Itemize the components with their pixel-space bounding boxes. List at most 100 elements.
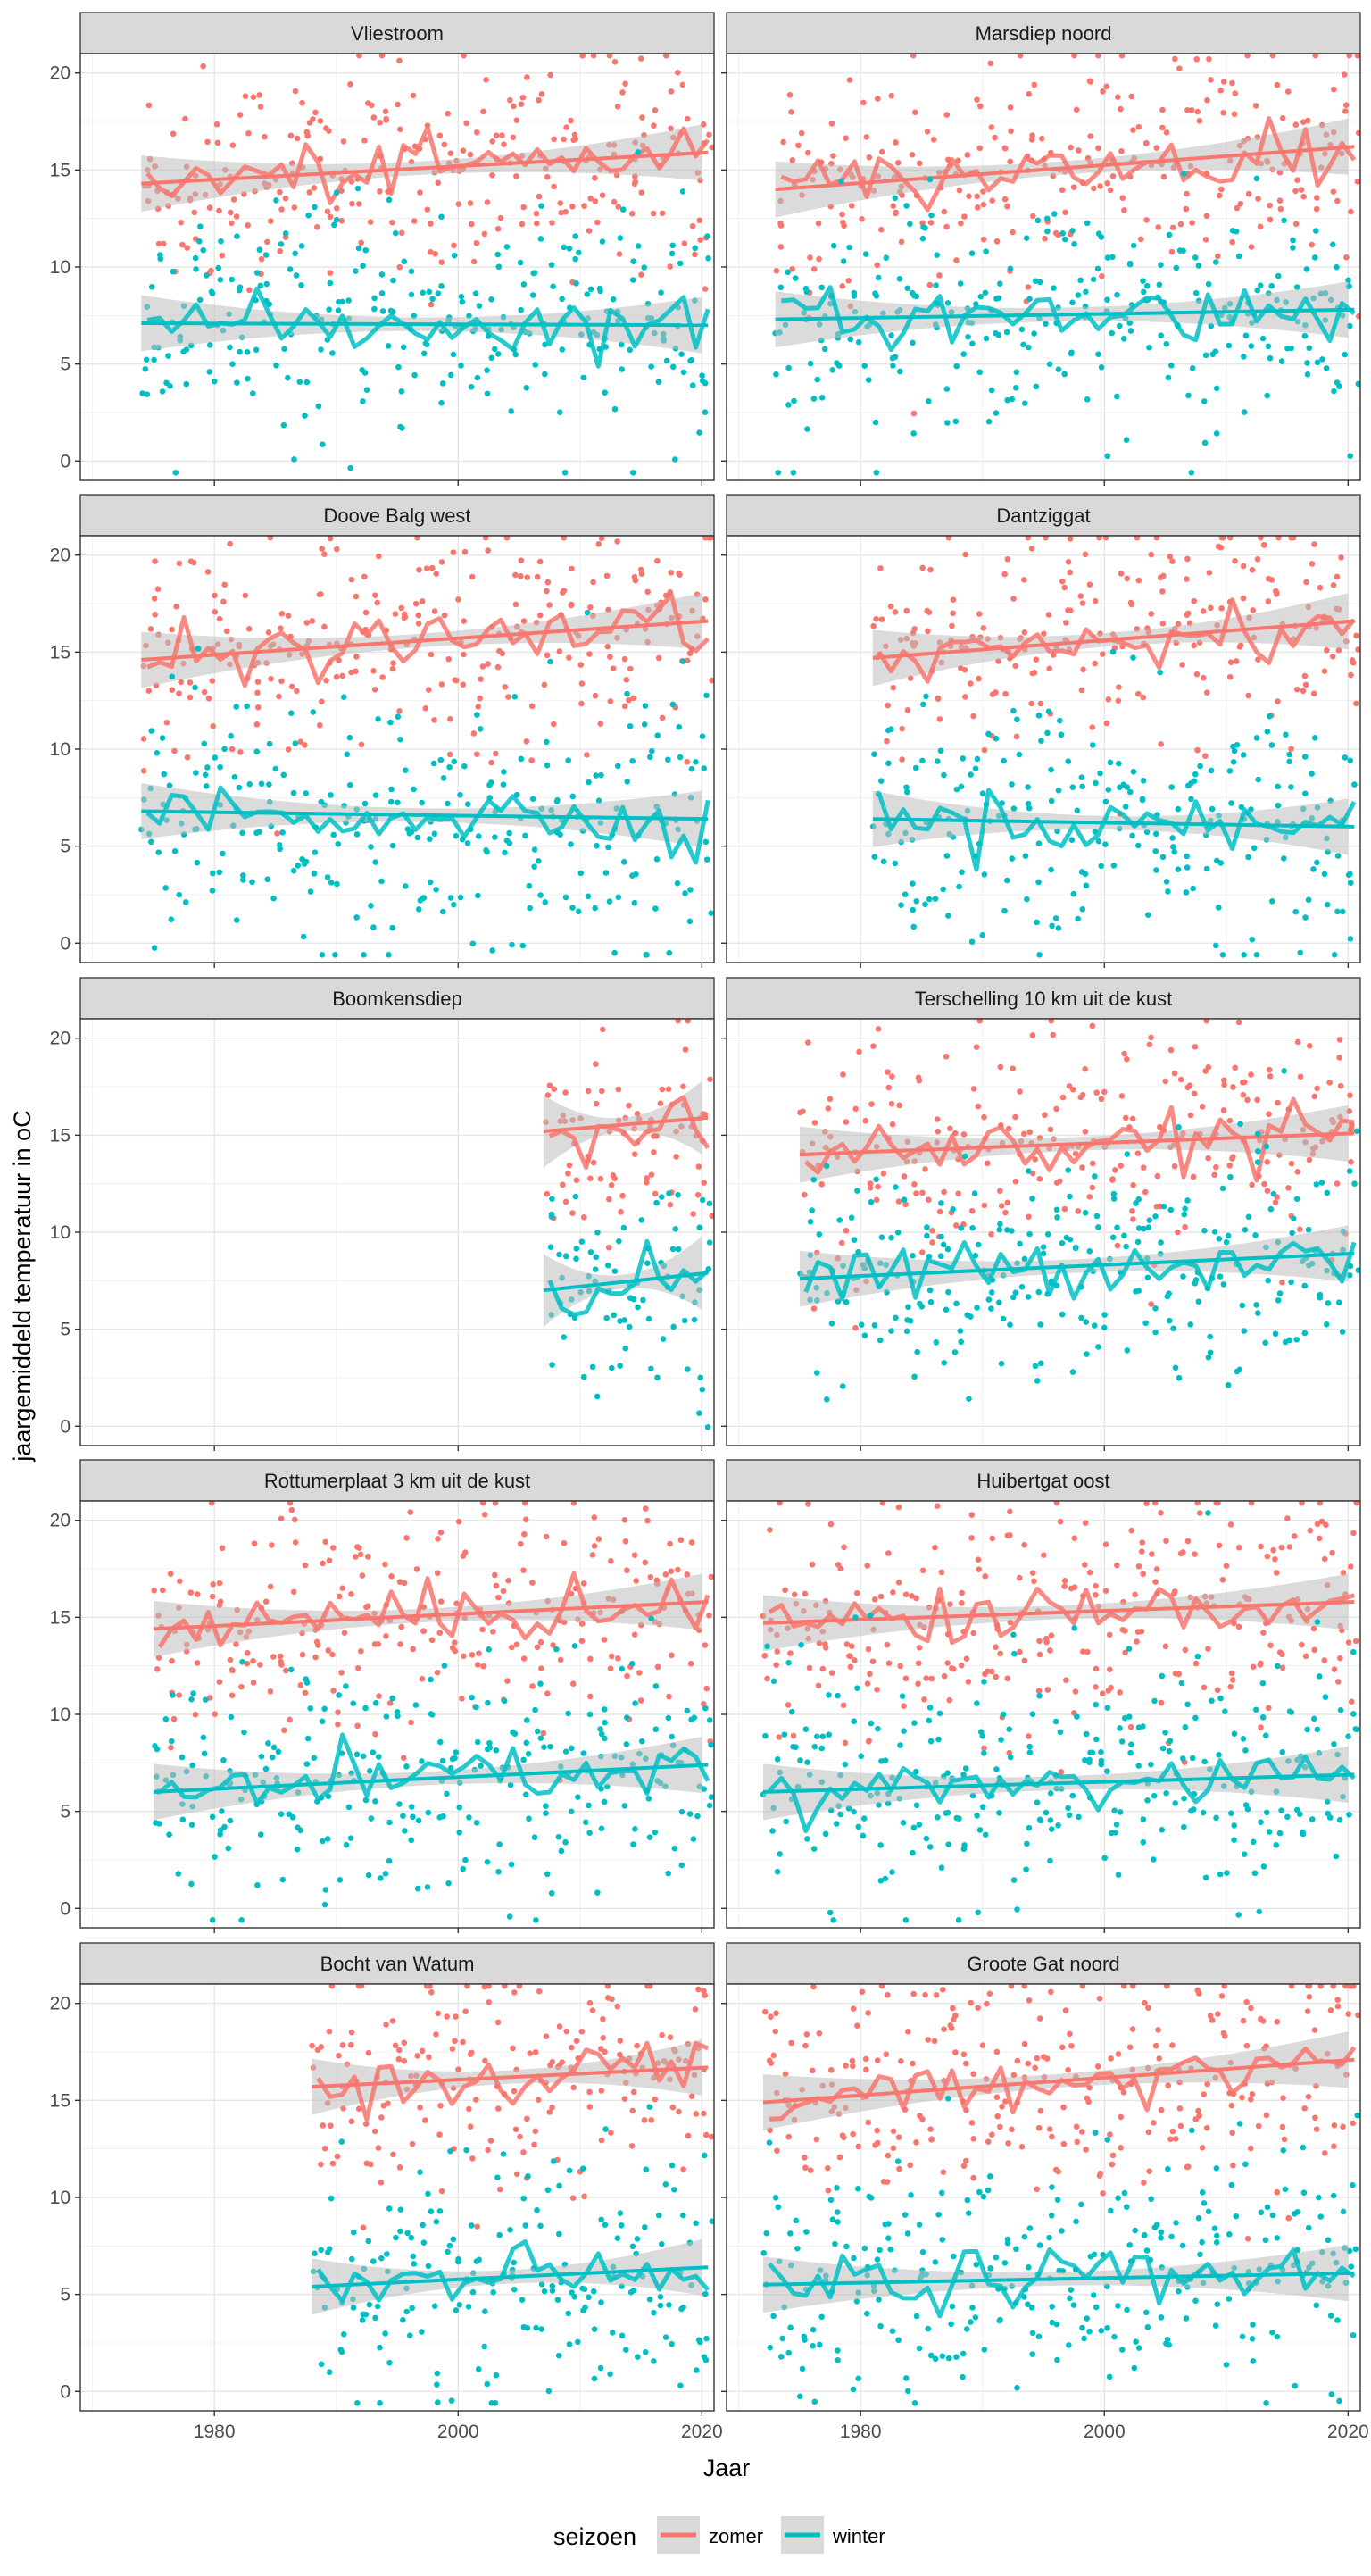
- data-point-zomer: [1192, 1091, 1198, 1097]
- data-point-zomer: [278, 1654, 284, 1660]
- data-point-winter: [1079, 783, 1085, 789]
- data-point-zomer: [1026, 1130, 1033, 1136]
- data-point-zomer: [426, 687, 432, 693]
- data-point-zomer: [1178, 221, 1184, 228]
- data-point-winter: [202, 1750, 208, 1756]
- data-point-zomer: [372, 592, 378, 598]
- data-point-zomer: [1084, 1649, 1091, 1655]
- data-point-zomer: [303, 1563, 309, 1569]
- data-point-zomer: [321, 551, 328, 557]
- data-point-winter: [312, 871, 318, 877]
- data-point-zomer: [885, 1085, 892, 1091]
- data-point-zomer: [852, 1105, 859, 1112]
- data-point-winter: [303, 790, 309, 796]
- data-point-winter: [1336, 1299, 1342, 1305]
- data-point-zomer: [217, 1679, 223, 1685]
- data-point-zomer: [889, 1101, 895, 1107]
- data-point-zomer: [557, 2023, 563, 2030]
- data-point-winter: [1291, 1216, 1297, 1222]
- data-point-winter: [1034, 384, 1040, 390]
- data-point-winter: [434, 2219, 440, 2225]
- data-point-zomer: [423, 705, 429, 712]
- data-point-winter: [154, 750, 160, 756]
- data-point-zomer: [551, 184, 557, 190]
- data-point-zomer: [907, 2163, 913, 2169]
- data-point-zomer: [819, 1666, 826, 1672]
- data-point-winter: [355, 186, 361, 192]
- data-point-zomer: [557, 648, 563, 654]
- data-point-zomer: [493, 751, 499, 757]
- data-point-zomer: [642, 2117, 648, 2123]
- data-point-winter: [592, 2376, 598, 2382]
- y-tick-label: 0: [60, 933, 71, 954]
- data-point-zomer: [638, 1697, 644, 1704]
- data-point-zomer: [1038, 2108, 1044, 2114]
- data-point-zomer: [1041, 1552, 1047, 1558]
- data-point-zomer: [1343, 254, 1350, 261]
- data-point-winter: [538, 2326, 544, 2332]
- data-point-zomer: [544, 1690, 551, 1696]
- data-point-zomer: [1299, 187, 1305, 193]
- data-point-winter: [1001, 908, 1008, 914]
- data-point-winter: [1044, 730, 1051, 737]
- data-point-winter: [225, 1846, 231, 1852]
- data-point-zomer: [1143, 217, 1150, 223]
- data-point-winter: [172, 848, 179, 854]
- data-point-winter: [643, 703, 649, 709]
- data-point-zomer: [339, 218, 345, 224]
- data-point-winter: [360, 2317, 366, 2323]
- data-point-zomer: [891, 2129, 897, 2135]
- data-point-zomer: [865, 2010, 871, 2016]
- data-point-zomer: [686, 2133, 692, 2139]
- data-point-winter: [530, 796, 536, 802]
- data-point-zomer: [1136, 1563, 1142, 1570]
- data-point-winter: [447, 2148, 453, 2155]
- data-point-winter: [593, 1266, 599, 1272]
- data-point-winter: [1051, 211, 1058, 217]
- data-point-zomer: [544, 653, 551, 659]
- data-point-zomer: [469, 574, 476, 580]
- data-point-winter: [1242, 1851, 1248, 1857]
- data-point-zomer: [1220, 1577, 1226, 1583]
- data-point-winter: [156, 1821, 162, 1827]
- y-tick-label: 5: [60, 354, 71, 375]
- data-point-zomer: [911, 411, 918, 417]
- data-point-winter: [160, 388, 166, 395]
- data-point-zomer: [1083, 551, 1089, 557]
- data-point-zomer: [319, 698, 325, 704]
- data-point-winter: [437, 1739, 444, 1746]
- data-point-winter: [304, 1761, 311, 1767]
- data-point-zomer: [1093, 1583, 1099, 1589]
- data-point-zomer: [1338, 554, 1344, 561]
- data-point-winter: [928, 1738, 935, 1745]
- data-point-winter: [1217, 1696, 1224, 1702]
- data-point-winter: [1181, 171, 1187, 177]
- data-point-winter: [1121, 1232, 1127, 1238]
- data-point-zomer: [1026, 284, 1032, 290]
- data-point-zomer: [429, 1638, 436, 1644]
- data-point-zomer: [1091, 186, 1097, 192]
- data-point-zomer: [417, 189, 423, 196]
- data-point-winter: [582, 2286, 588, 2292]
- data-point-zomer: [1203, 237, 1209, 243]
- data-point-winter: [1145, 1274, 1151, 1280]
- y-tick-label: 20: [50, 546, 71, 566]
- data-point-winter: [1251, 1838, 1257, 1845]
- data-point-zomer: [586, 1088, 592, 1095]
- data-point-winter: [1312, 254, 1318, 261]
- data-point-winter: [1306, 896, 1312, 903]
- data-point-zomer: [342, 1630, 348, 1636]
- data-point-winter: [809, 1207, 815, 1213]
- data-point-winter: [212, 754, 219, 761]
- data-point-winter: [310, 709, 316, 715]
- data-point-zomer: [639, 114, 645, 121]
- data-point-winter: [457, 792, 463, 798]
- data-point-winter: [345, 752, 351, 758]
- data-point-winter: [368, 903, 374, 909]
- data-point-zomer: [684, 759, 690, 765]
- data-point-zomer: [237, 749, 244, 755]
- data-point-zomer: [368, 2162, 374, 2168]
- data-point-zomer: [875, 1184, 881, 1190]
- data-point-winter: [1116, 1872, 1122, 1878]
